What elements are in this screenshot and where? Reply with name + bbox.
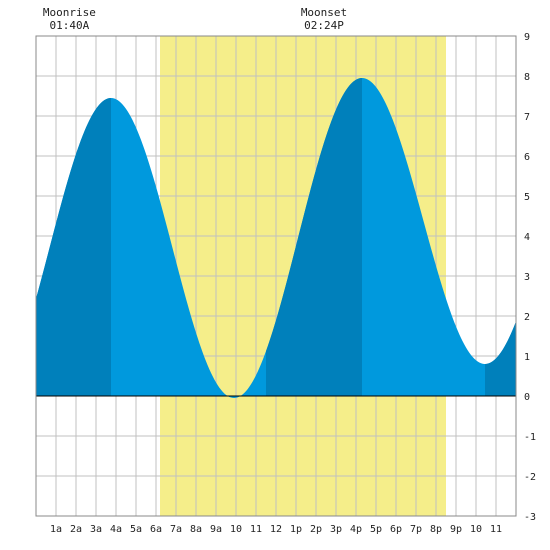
y-tick-label: -3: [524, 512, 536, 523]
y-tick-label: 9: [524, 32, 530, 43]
tide-fill-dark: [266, 78, 362, 396]
tide-fill: [36, 78, 516, 398]
x-tick-label: 4a: [110, 524, 122, 535]
y-tick-label: 2: [524, 312, 530, 323]
x-tick-label: 11: [490, 524, 502, 535]
x-tick-label: 11: [250, 524, 262, 535]
x-tick-label: 7a: [170, 524, 182, 535]
x-tick-label: 2a: [70, 524, 82, 535]
y-tick-label: 7: [524, 112, 530, 123]
tide-area: [36, 78, 516, 398]
x-tick-label: 6a: [150, 524, 162, 535]
x-tick-label: 5p: [370, 524, 382, 535]
y-tick-label: 8: [524, 72, 530, 83]
y-tick-label: 1: [524, 352, 530, 363]
x-tick-label: 1a: [50, 524, 62, 535]
tide-fill-dark: [36, 98, 111, 396]
y-tick-label: 5: [524, 192, 530, 203]
x-tick-label: 7p: [410, 524, 422, 535]
y-tick-labels: -3 -2 -1 0 1 2 3 4 5 6 7 8 9: [524, 32, 536, 523]
moon-event-time: 02:24P: [304, 19, 344, 32]
x-tick-label: 9p: [450, 524, 462, 535]
moon-event-label: Moonset: [301, 6, 347, 19]
x-tick-label: 3p: [330, 524, 342, 535]
x-tick-label: 8a: [190, 524, 202, 535]
moon-event-time: 01:40A: [50, 19, 90, 32]
x-tick-label: 10: [230, 524, 242, 535]
x-tick-labels: 1a 2a 3a 4a 5a 6a 7a 8a 9a 10 11 12 1p 2p 3p 4p 5p 6p 7p 8p…: [50, 524, 502, 535]
y-tick-label: 0: [524, 392, 530, 403]
x-tick-label: 5a: [130, 524, 142, 535]
x-tick-label: 4p: [350, 524, 362, 535]
x-tick-label: 3a: [90, 524, 102, 535]
x-tick-label: 1p: [290, 524, 302, 535]
y-tick-label: 3: [524, 272, 530, 283]
tide-fill-dark: [485, 321, 516, 396]
moon-event-label: Moonrise: [43, 6, 96, 19]
y-tick-label: 4: [524, 232, 530, 243]
x-tick-label: 8p: [430, 524, 442, 535]
x-tick-label: 10: [470, 524, 482, 535]
x-tick-label: 2p: [310, 524, 322, 535]
x-tick-label: 6p: [390, 524, 402, 535]
x-tick-label: 12: [270, 524, 282, 535]
y-tick-label: 6: [524, 152, 530, 163]
plot-frame: [35, 35, 517, 517]
y-tick-label: -2: [524, 472, 536, 483]
y-tick-label: -1: [524, 432, 536, 443]
x-tick-label: 9a: [210, 524, 222, 535]
